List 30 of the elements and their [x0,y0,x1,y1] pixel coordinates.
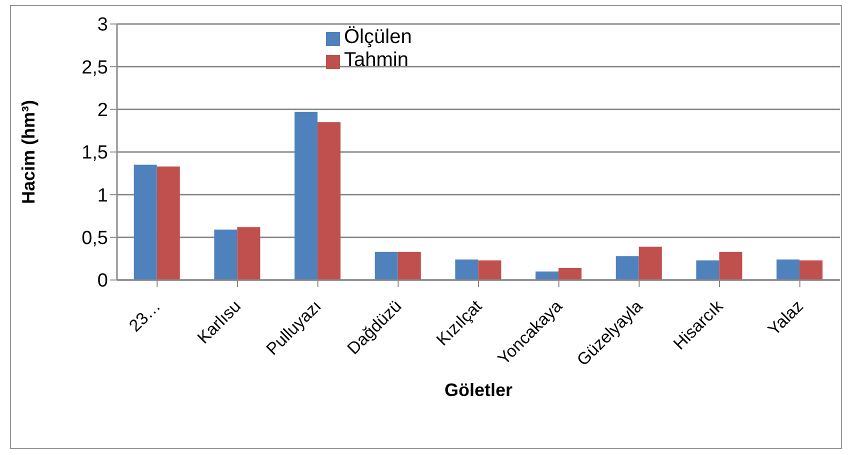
bar [374,252,398,280]
y-tick-label: 0,5 [82,228,108,250]
y-tick-label: 1,5 [82,142,108,164]
bar [478,260,502,280]
y-tick-label: 0 [97,270,108,292]
legend-label: Tahmin [344,49,408,71]
bar [214,230,238,280]
y-tick-label: 1 [97,185,108,206]
bar [616,256,639,280]
bar [800,260,823,280]
bar [156,166,180,280]
y-tick-label: 2,5 [82,57,108,78]
x-tick-label: 23… [125,296,164,336]
bar [237,227,260,280]
bar [134,164,157,280]
bar [719,252,742,280]
bar [294,112,318,280]
bar [536,271,559,280]
bar [398,252,421,280]
y-axis-title: Hacim (hm³) [18,100,38,204]
bar [776,260,800,280]
bar [455,260,478,280]
legend-label: Ölçülen [344,26,412,48]
y-tick-label: 3 [97,14,108,36]
bar [696,260,720,280]
x-axis-title: Göletler [444,380,513,400]
bar [558,268,582,280]
y-tick-label: 2 [97,100,108,122]
bar [638,246,662,280]
bar [318,122,341,280]
